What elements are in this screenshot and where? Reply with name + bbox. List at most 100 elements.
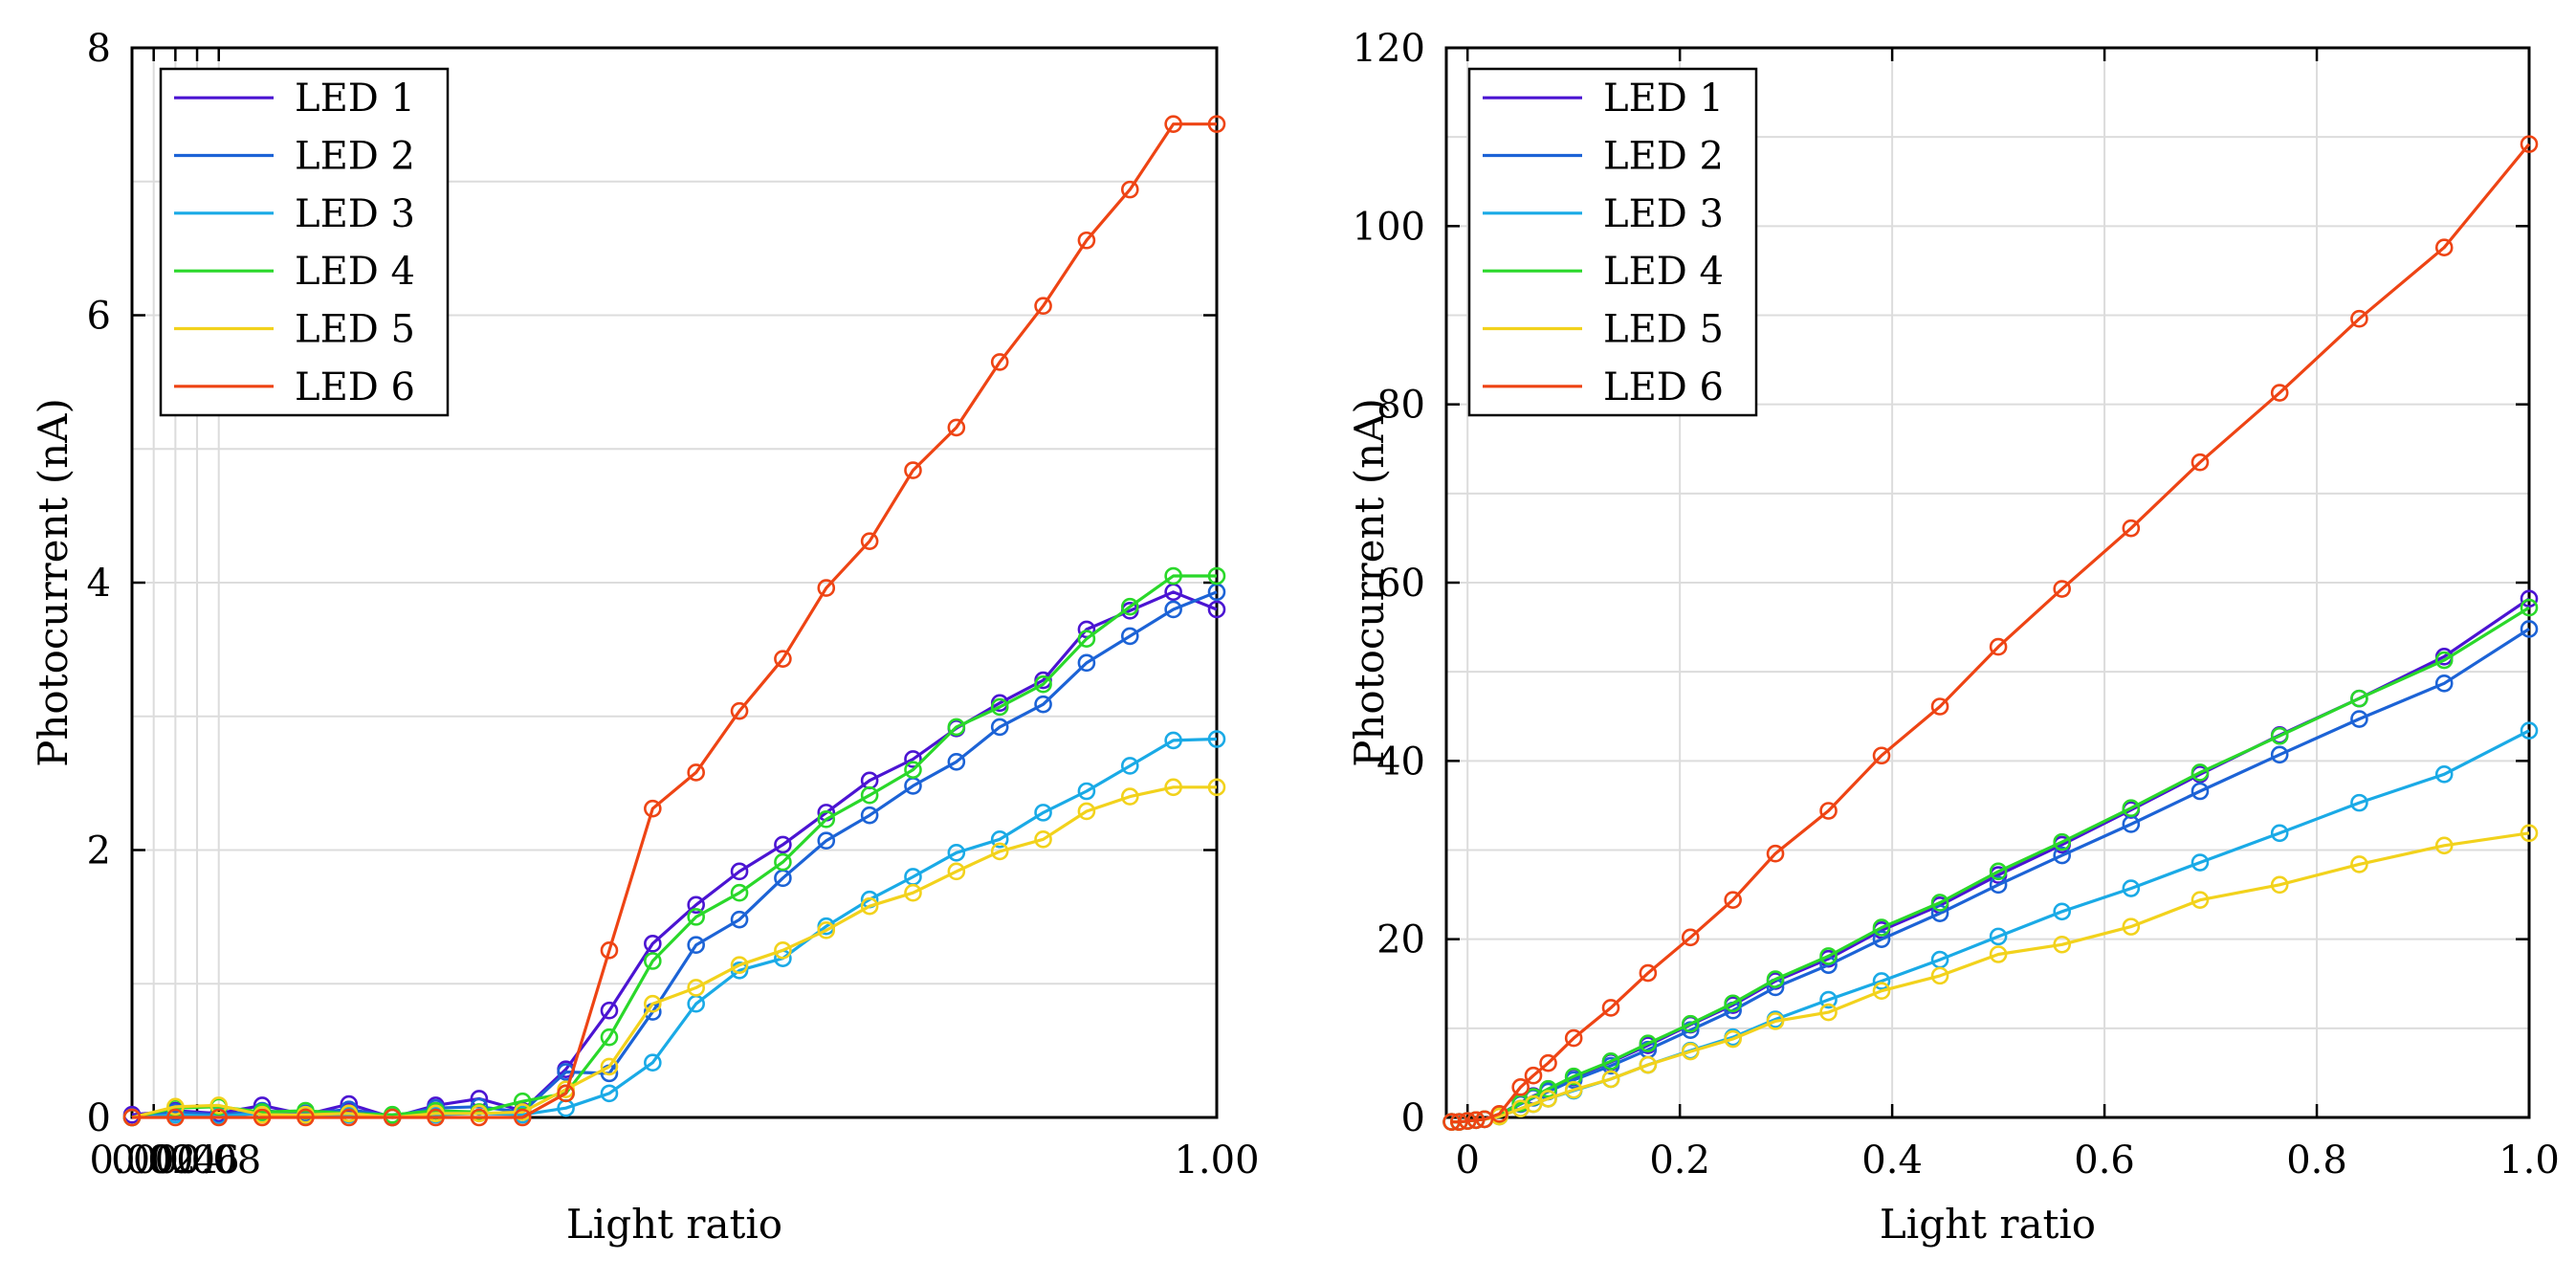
y-tick-label: 40: [1376, 740, 1425, 784]
data-point: [687, 979, 705, 997]
data-point: [1766, 1012, 1785, 1030]
data-point: [1164, 600, 1182, 619]
data-point: [730, 862, 749, 881]
data-point: [1766, 844, 1785, 863]
x-tick-label: 0: [1455, 1138, 1479, 1183]
data-point: [1077, 782, 1096, 801]
y-tick-label: 120: [1353, 27, 1425, 71]
y-tick-label: 0: [87, 1096, 111, 1140]
data-point: [2122, 917, 2141, 936]
data-point: [730, 701, 749, 720]
data-point: [1164, 731, 1182, 750]
data-point: [253, 1108, 272, 1127]
y-tick-label: 20: [1376, 918, 1425, 962]
data-point: [2191, 782, 2210, 801]
data-point: [1077, 802, 1096, 821]
data-point: [297, 1108, 315, 1127]
data-point: [2520, 598, 2539, 617]
data-point: [644, 994, 662, 1013]
data-point: [904, 761, 922, 779]
legend-box: [1467, 67, 1758, 417]
data-point: [2053, 935, 2071, 954]
legend-label: LED 2: [295, 135, 415, 179]
data-point: [1164, 778, 1182, 797]
data-point: [1164, 566, 1182, 586]
y-axis-title: Photocurrent (nA): [30, 398, 77, 767]
legend-label: LED 3: [295, 192, 415, 236]
x-tick-label: 1.00: [1174, 1138, 1259, 1183]
y-tick-label: 2: [87, 829, 111, 873]
legend-label: LED 2: [1603, 135, 1724, 179]
data-point: [1120, 180, 1139, 199]
data-point: [1872, 930, 1891, 948]
data-point: [1466, 1111, 1486, 1130]
data-point: [1601, 1052, 1620, 1071]
data-point: [1819, 947, 1838, 965]
data-point: [687, 763, 705, 782]
legend-label: LED 5: [295, 308, 415, 352]
data-point: [1120, 597, 1139, 616]
data-point: [1034, 297, 1052, 316]
right-chart: 0 0.2 0.4 0.6 0.8 1.0 0 20 40 60 80 100 120 Light rat…: [1346, 27, 2560, 1248]
data-point: [990, 697, 1009, 717]
data-point: [1077, 653, 1096, 673]
data-point: [687, 936, 705, 955]
x-tick-label: 0.2: [1649, 1138, 1710, 1183]
y-tick-label: 100: [1353, 205, 1425, 249]
data-point: [1639, 963, 1658, 983]
data-point: [340, 1108, 359, 1127]
data-point: [817, 579, 836, 597]
data-point: [860, 785, 879, 805]
data-point: [1524, 1094, 1543, 1114]
data-point: [1681, 928, 1700, 947]
data-point: [2122, 879, 2141, 897]
data-point: [2270, 875, 2289, 895]
data-point: [817, 921, 836, 939]
data-point: [1872, 918, 1891, 937]
data-point: [1164, 115, 1182, 133]
data-point: [1450, 1113, 1468, 1131]
data-point: [2434, 651, 2454, 670]
data-point: [817, 831, 836, 851]
data-point: [644, 935, 662, 953]
legend-label: LED 4: [295, 250, 415, 294]
data-point: [1539, 1079, 1557, 1098]
data-point: [2350, 309, 2368, 328]
data-point: [1724, 891, 1742, 909]
y-tick-label: 6: [87, 295, 111, 339]
data-point: [2350, 793, 2368, 812]
data-point: [1872, 746, 1891, 765]
legend-label: LED 1: [295, 77, 415, 121]
data-point: [1601, 1070, 1620, 1089]
left-chart: 0.000.020.040.060.08 1.00 0 2 4 6 8 Light ratio…: [30, 27, 1260, 1248]
y-tick-label: 60: [1376, 562, 1425, 606]
series-line-led-6: [1451, 143, 2531, 1124]
data-point: [2520, 721, 2539, 740]
data-point: [209, 1096, 229, 1115]
y-tick-label: 80: [1376, 384, 1425, 428]
data-point: [2350, 710, 2368, 728]
data-point: [2434, 836, 2454, 855]
data-point: [1120, 627, 1139, 646]
data-point: [2053, 832, 2071, 851]
data-point: [1989, 945, 2008, 963]
x-tick-label: 0.02: [111, 1138, 196, 1183]
data-point: [166, 1108, 185, 1127]
data-point: [1872, 982, 1891, 1001]
data-point: [2270, 824, 2289, 843]
data-point: [1639, 1055, 1658, 1074]
data-point: [1564, 1067, 1583, 1086]
data-point: [1034, 830, 1052, 849]
data-point: [1524, 1066, 1543, 1085]
legend-label: LED 5: [1603, 308, 1724, 352]
data-point: [774, 852, 792, 872]
x-axis-title: Light ratio: [566, 1201, 782, 1248]
data-point: [2520, 135, 2539, 153]
legend-label: LED 3: [1603, 192, 1724, 236]
data-point: [730, 883, 749, 902]
data-point: [1819, 990, 1838, 1009]
data-point: [860, 896, 879, 916]
data-point: [990, 718, 1009, 737]
data-point: [600, 1057, 619, 1076]
